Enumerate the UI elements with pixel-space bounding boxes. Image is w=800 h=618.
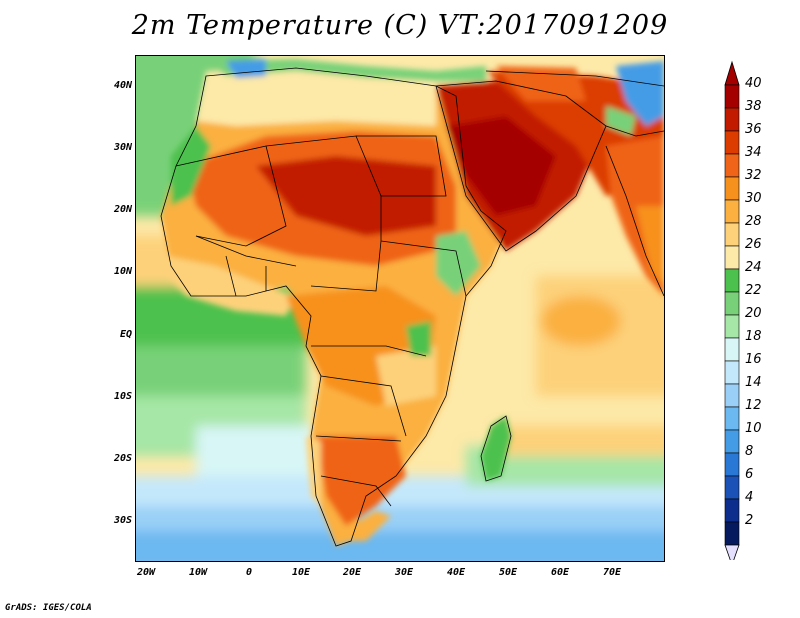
x-tick-label: 20W (136, 567, 156, 578)
colorbar-cell (724, 406, 740, 431)
land-temperature-field (161, 59, 664, 546)
colorbar-cell (724, 130, 740, 155)
x-tick-label: 50E (498, 567, 518, 578)
colorbar-level-label: 4 (745, 490, 754, 505)
colorbar-cell (724, 429, 740, 454)
y-tick-label: 10S (113, 391, 132, 402)
colorbar-cell (724, 452, 740, 477)
colorbar-cell (724, 245, 740, 270)
colorbar-cell (724, 383, 740, 408)
colorbar-level-label: 34 (745, 145, 762, 160)
colorbar-top-cap (724, 60, 740, 86)
colorbar-level-label: 30 (745, 191, 762, 206)
colorbar-cell (724, 360, 740, 385)
colorbar-cell (724, 84, 740, 109)
colorbar-level-label: 32 (745, 168, 762, 183)
colorbar-cell (724, 521, 740, 546)
colorbar-level-label: 24 (745, 260, 762, 275)
colorbar-level-label: 2 (745, 513, 754, 528)
colorbar-level-label: 20 (745, 306, 762, 321)
colorbar-level-label: 40 (745, 76, 762, 91)
colorbar-level-label: 36 (745, 122, 762, 137)
country-borders (160, 67, 664, 547)
x-tick-label: 10E (291, 567, 311, 578)
colorbar-cell (724, 337, 740, 362)
colorbar-cell (724, 107, 740, 132)
colorbar-cell (724, 222, 740, 247)
colorbar-bottom-cap (724, 544, 740, 560)
colorbar-level-label: 38 (745, 99, 762, 114)
colorbar-level-label: 22 (745, 283, 762, 298)
colorbar-level-label: 18 (745, 329, 762, 344)
colorbar-cell (724, 268, 740, 293)
colorbar-cell (724, 475, 740, 500)
x-tick-label: 60E (550, 567, 570, 578)
y-tick-label: 30S (113, 515, 132, 526)
y-tick-label: EQ (119, 329, 132, 340)
colorbar-cell (724, 314, 740, 339)
map-title: 2m Temperature (C) VT:2017091209 (131, 10, 669, 41)
colorbar-level-label: 28 (745, 214, 762, 229)
y-tick-label: 40N (113, 80, 132, 91)
temperature-map (135, 55, 665, 562)
y-tick-label: 10N (113, 266, 132, 277)
colorbar-level-label: 14 (745, 375, 762, 390)
colorbar-level-label: 26 (745, 237, 762, 252)
temperature-map-canvas (136, 56, 664, 561)
colorbar-level-label: 16 (745, 352, 762, 367)
colorbar-cell (724, 199, 740, 224)
x-tick-label: 70E (602, 567, 622, 578)
y-tick-label: 20S (113, 453, 132, 464)
x-tick-label: 30E (394, 567, 414, 578)
x-tick-label: 10W (188, 567, 208, 578)
colorbar-cell (724, 176, 740, 201)
x-tick-label: 40E (446, 567, 466, 578)
colorbar-cell (724, 153, 740, 178)
colorbar-level-label: 8 (745, 444, 754, 459)
colorbar-cell (724, 291, 740, 316)
colorbar (724, 60, 740, 560)
y-tick-label: 20N (113, 204, 132, 215)
x-tick-label: 0 (245, 567, 253, 578)
y-tick-label: 30N (113, 142, 132, 153)
colorbar-level-label: 12 (745, 398, 762, 413)
colorbar-cell (724, 498, 740, 523)
x-tick-label: 20E (342, 567, 362, 578)
colorbar-level-label: 6 (745, 467, 754, 482)
colorbar-level-label: 10 (745, 421, 762, 436)
grads-credit: GrADS: IGES/COLA (5, 603, 92, 613)
